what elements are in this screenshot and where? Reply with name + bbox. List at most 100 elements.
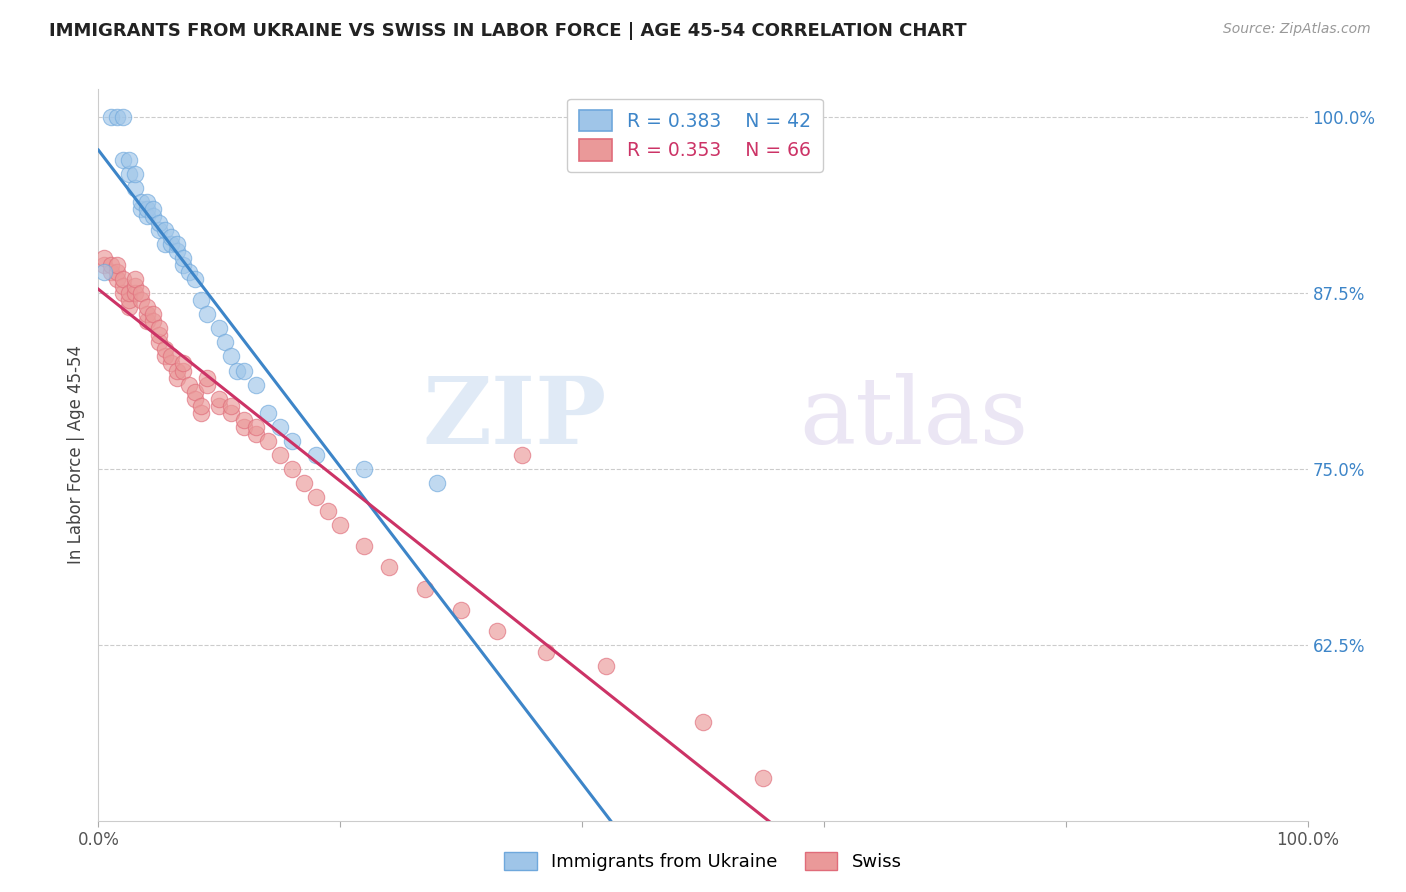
- Point: [179, 265, 201, 279]
- Point: [124, 279, 146, 293]
- Point: [105, 258, 128, 272]
- Point: [195, 307, 218, 321]
- Point: [142, 307, 165, 321]
- Point: [172, 251, 194, 265]
- Point: [118, 293, 141, 308]
- Point: [221, 399, 243, 413]
- Point: [142, 202, 165, 216]
- Point: [124, 167, 146, 181]
- Point: [142, 314, 165, 328]
- Point: [129, 293, 152, 308]
- Point: [281, 434, 304, 448]
- Point: [692, 715, 714, 730]
- Point: [184, 272, 207, 286]
- Point: [135, 300, 157, 314]
- Point: [377, 560, 399, 574]
- Point: [208, 392, 231, 406]
- Point: [184, 392, 207, 406]
- Point: [105, 272, 128, 286]
- Point: [232, 413, 254, 427]
- Point: [172, 363, 194, 377]
- Point: [190, 293, 212, 308]
- Text: IMMIGRANTS FROM UKRAINE VS SWISS IN LABOR FORCE | AGE 45-54 CORRELATION CHART: IMMIGRANTS FROM UKRAINE VS SWISS IN LABO…: [49, 22, 967, 40]
- Point: [166, 363, 188, 377]
- Point: [413, 582, 436, 596]
- Point: [172, 356, 194, 371]
- Point: [135, 194, 157, 209]
- Point: [111, 272, 134, 286]
- Point: [245, 426, 267, 441]
- Point: [105, 265, 128, 279]
- Point: [160, 236, 183, 251]
- Point: [221, 406, 243, 420]
- Point: [135, 314, 157, 328]
- Point: [172, 258, 194, 272]
- Point: [160, 350, 183, 364]
- Point: [245, 419, 267, 434]
- Point: [195, 377, 218, 392]
- Point: [190, 406, 212, 420]
- Point: [111, 279, 134, 293]
- Point: [153, 350, 176, 364]
- Point: [100, 258, 122, 272]
- Point: [166, 236, 188, 251]
- Point: [256, 406, 278, 420]
- Point: [135, 209, 157, 223]
- Point: [166, 244, 188, 258]
- Point: [160, 230, 183, 244]
- Point: [353, 539, 375, 553]
- Point: [135, 202, 157, 216]
- Point: [195, 370, 218, 384]
- Point: [595, 659, 617, 673]
- Text: atlas: atlas: [800, 374, 1029, 463]
- Point: [208, 321, 231, 335]
- Point: [148, 223, 170, 237]
- Point: [292, 476, 315, 491]
- Point: [208, 399, 231, 413]
- Point: [118, 153, 141, 167]
- Point: [221, 350, 243, 364]
- Point: [93, 251, 115, 265]
- Point: [129, 194, 152, 209]
- Point: [148, 321, 170, 335]
- Point: [93, 265, 115, 279]
- Legend: R = 0.383    N = 42, R = 0.353    N = 66: R = 0.383 N = 42, R = 0.353 N = 66: [567, 99, 823, 172]
- Point: [353, 462, 375, 476]
- Point: [160, 356, 183, 371]
- Point: [124, 272, 146, 286]
- Legend: Immigrants from Ukraine, Swiss: Immigrants from Ukraine, Swiss: [498, 845, 908, 879]
- Point: [105, 111, 128, 125]
- Point: [179, 377, 201, 392]
- Point: [111, 111, 134, 125]
- Point: [316, 504, 339, 518]
- Point: [129, 202, 152, 216]
- Point: [148, 335, 170, 350]
- Point: [486, 624, 509, 638]
- Point: [184, 384, 207, 399]
- Point: [148, 328, 170, 343]
- Point: [148, 216, 170, 230]
- Point: [135, 307, 157, 321]
- Point: [232, 363, 254, 377]
- Point: [269, 419, 291, 434]
- Point: [510, 448, 533, 462]
- Point: [118, 300, 141, 314]
- Point: [100, 265, 122, 279]
- Text: Source: ZipAtlas.com: Source: ZipAtlas.com: [1223, 22, 1371, 37]
- Y-axis label: In Labor Force | Age 45-54: In Labor Force | Age 45-54: [66, 345, 84, 565]
- Point: [100, 111, 122, 125]
- Point: [426, 476, 449, 491]
- Point: [232, 419, 254, 434]
- Point: [153, 223, 176, 237]
- Point: [329, 518, 352, 533]
- Point: [305, 448, 328, 462]
- Point: [226, 363, 249, 377]
- Point: [129, 286, 152, 301]
- Point: [142, 209, 165, 223]
- Point: [166, 370, 188, 384]
- Point: [305, 490, 328, 504]
- Point: [124, 286, 146, 301]
- Point: [534, 645, 557, 659]
- Point: [118, 167, 141, 181]
- Point: [111, 286, 134, 301]
